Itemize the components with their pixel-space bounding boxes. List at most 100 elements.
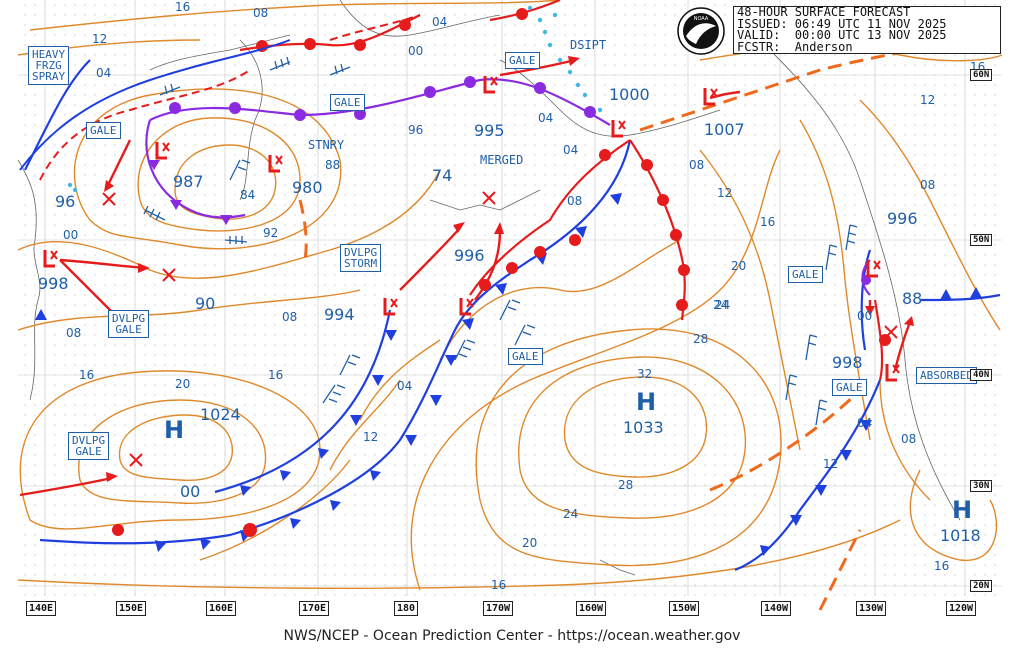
central-pressure: 88: [902, 289, 923, 308]
isobar-label: 00: [408, 44, 424, 58]
isobar-label: 16: [760, 215, 776, 229]
isobar-label: 00: [63, 228, 79, 242]
isobar-label: 08: [253, 6, 269, 20]
isobar-label: 00: [857, 309, 873, 323]
latitude-label: 60N: [970, 69, 993, 81]
isobar-label: 08: [66, 326, 82, 340]
central-pressure: 1033: [623, 418, 664, 437]
central-pressure: 1018: [940, 526, 981, 545]
gale-label: GALE: [832, 379, 867, 396]
longitude-label: 180: [394, 601, 419, 616]
isobar-label: 16: [79, 368, 95, 382]
low-centers: [43, 76, 900, 382]
latitude-label: 20N: [970, 580, 993, 592]
isobar-label: 04: [432, 15, 448, 29]
isobar-label: 92: [263, 226, 279, 240]
longitude-label: 120W: [946, 601, 977, 616]
central-pressure: 994: [324, 305, 355, 324]
central-pressure: 998: [38, 274, 69, 293]
central-pressure: 987: [173, 172, 204, 191]
isobar-label: 96: [408, 123, 424, 137]
cold-fronts: [24, 59, 1001, 572]
central-pressure: 74: [432, 166, 453, 185]
forecast-header: 48-HOUR SURFACE FORECAST ISSUED: 06:49 U…: [733, 6, 1001, 54]
footer-credit: NWS/NCEP - Ocean Prediction Center - htt…: [283, 628, 741, 644]
high-center: H: [636, 388, 657, 416]
freezing-spray-line: [39, 14, 421, 181]
central-pressure: 996: [887, 209, 918, 228]
gale-label: GALE: [788, 266, 823, 283]
isobar-label: 32: [637, 367, 653, 381]
isobars: [17, 0, 1003, 591]
central-pressure: 1000: [609, 85, 650, 104]
header-title: 48-HOUR SURFACE FORECAST: [737, 5, 911, 19]
isobar-label: 04: [96, 66, 112, 80]
absorbed-label: ABSORBED: [916, 367, 977, 384]
forecast-low-positions: [102, 191, 898, 467]
isobar-label: 20: [175, 377, 191, 391]
longitude-label: 130W: [856, 601, 887, 616]
isobar-label: 16: [934, 559, 950, 573]
central-pressure: 998: [832, 353, 863, 372]
developing-storm-label: DVLPG STORM: [340, 244, 382, 272]
ice-edge-line: [19, 39, 291, 171]
isobar-label: 12: [717, 186, 733, 200]
isobar-label: 16: [268, 368, 284, 382]
longitude-label: 150W: [669, 601, 700, 616]
latitude-label: 30N: [970, 480, 993, 492]
cold-front-triangles: [35, 193, 982, 556]
isobar-label: 88: [325, 158, 341, 172]
longitude-label: 150E: [116, 601, 147, 616]
isobar-label: 08: [901, 432, 917, 446]
heavy-freezing-spray-label: HEAVY FRZG SPRAY: [28, 46, 70, 85]
dissipating-label: DSIPT: [570, 38, 607, 52]
lat-lon-grid: [18, 0, 1002, 596]
longitude-label: 170W: [483, 601, 514, 616]
merged-label: MERGED: [480, 153, 524, 167]
central-pressure: 995: [474, 121, 505, 140]
header-valid: VALID: 00:00 UTC 13 NOV 2025: [737, 28, 947, 42]
noaa-logo-icon: NOAA: [677, 7, 725, 55]
sea-ice-dots: [67, 5, 603, 193]
gale-label: GALE: [505, 52, 540, 69]
isobar-label: 08: [920, 178, 936, 192]
high-center: H: [164, 416, 185, 444]
isobar-label: 12: [920, 93, 936, 107]
isobar-label: 24: [713, 298, 729, 312]
isobar-label: 28: [693, 332, 709, 346]
stationary-label: STNRY: [308, 138, 345, 152]
central-pressure: 90: [195, 294, 216, 313]
isobar-label: 84: [240, 188, 256, 202]
central-pressure: 1024: [200, 405, 241, 424]
occluded-front-symbols: [148, 76, 871, 285]
header-issued: ISSUED: 06:49 UTC 11 NOV 2025: [737, 16, 947, 31]
isobar-label: 04: [857, 416, 873, 430]
warm-front-semicircles: [112, 8, 891, 537]
developing-gale-label: DVLPG GALE: [68, 432, 110, 460]
central-pressure: 1007: [704, 120, 745, 139]
isobar-label: 12: [363, 430, 379, 444]
isobar-label: 20: [731, 259, 747, 273]
developing-gale-label: DVLPG GALE: [108, 310, 150, 338]
longitude-label: 160W: [576, 601, 607, 616]
isobar-label: 08: [282, 310, 298, 324]
isobar-label: 12: [823, 457, 839, 471]
central-pressure: 00: [180, 482, 201, 501]
isobar-label: 24: [563, 507, 579, 521]
isobar-label: 08: [689, 158, 705, 172]
isobar-label: 16: [491, 578, 507, 592]
longitude-label: 140W: [761, 601, 792, 616]
header-forecaster: FCSTR: Anderson: [737, 39, 853, 54]
isobar-label: 04: [563, 143, 579, 157]
isobar-label: 12: [92, 32, 108, 46]
wind-barbs: [143, 56, 858, 426]
longitude-label: 140E: [26, 601, 57, 616]
latitude-label: 50N: [970, 234, 993, 246]
central-pressure: 980: [292, 178, 323, 197]
latitude-label: 40N: [970, 369, 993, 381]
isobar-label: 04: [538, 111, 554, 125]
high-center: H: [952, 496, 973, 524]
longitude-label: 160E: [206, 601, 237, 616]
isobar-label: 16: [175, 0, 191, 14]
